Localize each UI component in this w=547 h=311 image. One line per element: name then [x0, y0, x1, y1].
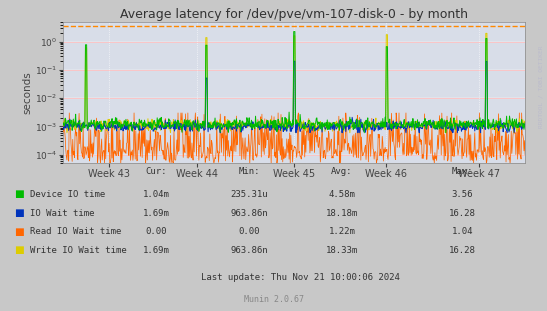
Text: 0.00: 0.00 — [145, 227, 167, 236]
Text: Min:: Min: — [238, 167, 260, 176]
Text: 1.04m: 1.04m — [142, 190, 170, 199]
Text: Avg:: Avg: — [331, 167, 353, 176]
Text: Device IO time: Device IO time — [30, 190, 106, 199]
Text: 963.86n: 963.86n — [230, 246, 267, 255]
Text: Max:: Max: — [451, 167, 473, 176]
Text: IO Wait time: IO Wait time — [30, 209, 95, 217]
Text: ■: ■ — [14, 227, 24, 237]
Text: Write IO Wait time: Write IO Wait time — [30, 246, 127, 255]
Text: 963.86n: 963.86n — [230, 209, 267, 217]
Text: 0.00: 0.00 — [238, 227, 260, 236]
Text: 4.58m: 4.58m — [328, 190, 356, 199]
Text: 1.22m: 1.22m — [328, 227, 356, 236]
Text: 18.33m: 18.33m — [326, 246, 358, 255]
Text: 1.69m: 1.69m — [142, 246, 170, 255]
Y-axis label: seconds: seconds — [22, 71, 32, 114]
Text: Last update: Thu Nov 21 10:00:06 2024: Last update: Thu Nov 21 10:00:06 2024 — [201, 273, 400, 282]
Text: Cur:: Cur: — [145, 167, 167, 176]
Text: Munin 2.0.67: Munin 2.0.67 — [243, 295, 304, 304]
Title: Average latency for /dev/pve/vm-107-disk-0 - by month: Average latency for /dev/pve/vm-107-disk… — [120, 7, 468, 21]
Text: 16.28: 16.28 — [449, 209, 476, 217]
Text: ■: ■ — [14, 245, 24, 255]
Text: 1.04: 1.04 — [451, 227, 473, 236]
Text: 18.18m: 18.18m — [326, 209, 358, 217]
Text: 3.56: 3.56 — [451, 190, 473, 199]
Text: 1.69m: 1.69m — [142, 209, 170, 217]
Text: ■: ■ — [14, 208, 24, 218]
Text: ■: ■ — [14, 189, 24, 199]
Text: RRDTOOL / TOBI OETIKER: RRDTOOL / TOBI OETIKER — [538, 46, 543, 128]
Text: Read IO Wait time: Read IO Wait time — [30, 227, 121, 236]
Text: 16.28: 16.28 — [449, 246, 476, 255]
Text: 235.31u: 235.31u — [230, 190, 267, 199]
